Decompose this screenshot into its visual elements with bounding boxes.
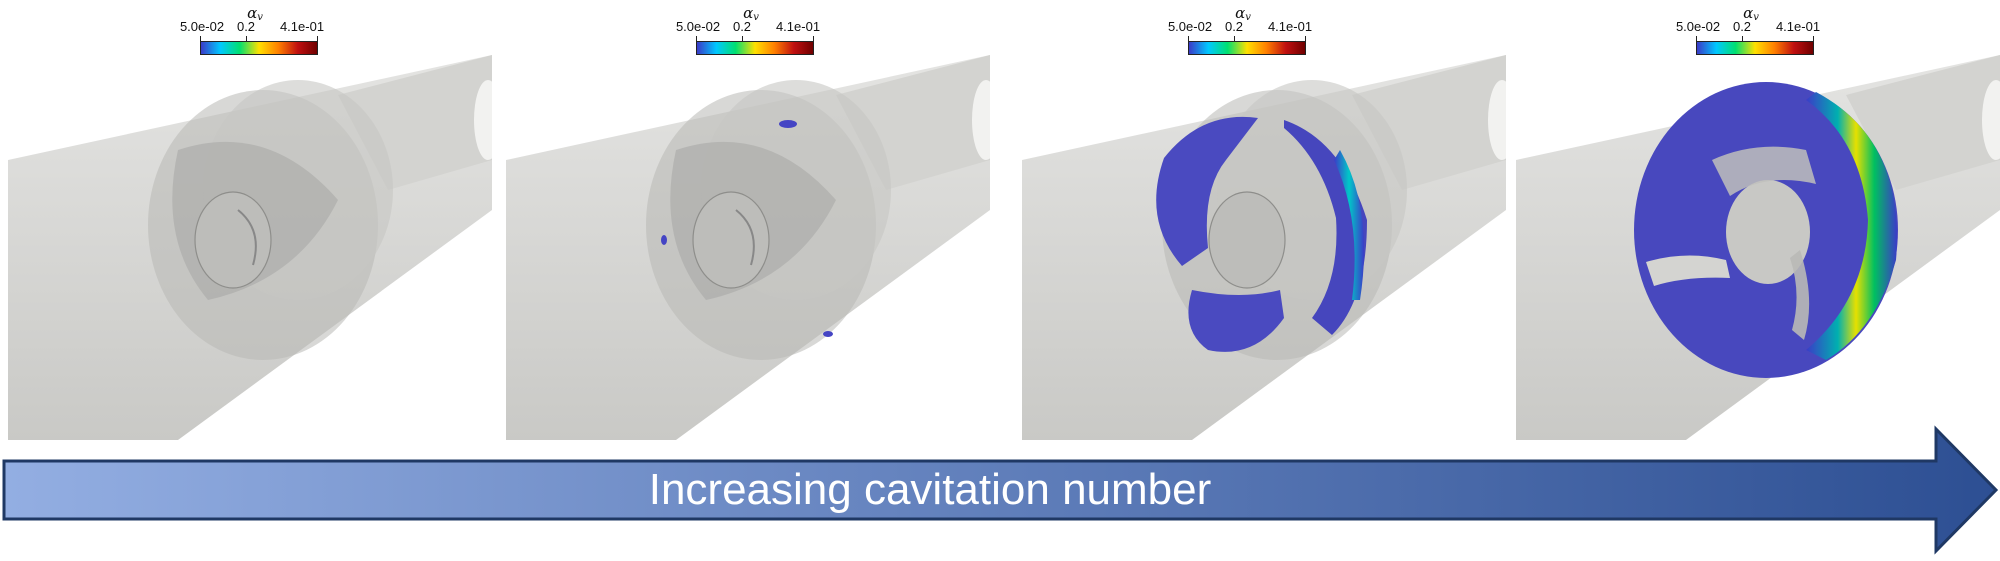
inducer-geometry-render bbox=[1516, 55, 2000, 440]
colorbar-tick-max: 4.1e-01 bbox=[775, 19, 821, 34]
simulation-panel-1: αv 5.0e-02 0.2 4.1e-01 bbox=[8, 0, 492, 440]
arrow-label: Increasing cavitation number bbox=[648, 465, 1212, 514]
colorbar-title: αv bbox=[743, 4, 759, 23]
colorbar-tick-max: 4.1e-01 bbox=[1267, 19, 1313, 34]
colorbar-tick-mid: 0.2 bbox=[732, 19, 752, 34]
vapor-cavities bbox=[1634, 82, 1898, 378]
colorbar-tick-min: 5.0e-02 bbox=[1167, 19, 1213, 34]
colorbar-legend: αv 5.0e-02 0.2 4.1e-01 bbox=[180, 4, 330, 56]
inducer-geometry-render bbox=[8, 55, 492, 440]
colorbar-tick-mid: 0.2 bbox=[1732, 19, 1752, 34]
colorbar-tick-max: 4.1e-01 bbox=[1775, 19, 1821, 34]
colorbar-tick-min: 5.0e-02 bbox=[1675, 19, 1721, 34]
vapor-traces bbox=[661, 120, 833, 337]
colorbar-gradient bbox=[696, 41, 814, 55]
colorbar-tick-mid: 0.2 bbox=[1224, 19, 1244, 34]
colorbar-gradient bbox=[200, 41, 318, 55]
simulation-panel-2: αv 5.0e-02 0.2 4.1e-01 bbox=[506, 0, 990, 440]
colorbar-legend: αv 5.0e-02 0.2 4.1e-01 bbox=[1676, 4, 1826, 56]
colorbar-title: αv bbox=[247, 4, 263, 23]
simulation-panel-3: αv 5.0e-02 0.2 4.1e-01 bbox=[1022, 0, 1506, 440]
inducer-geometry-render bbox=[506, 55, 990, 440]
colorbar-tick-min: 5.0e-02 bbox=[179, 19, 225, 34]
simulation-panel-4: αv 5.0e-02 0.2 4.1e-01 bbox=[1516, 0, 2000, 440]
colorbar-gradient bbox=[1696, 41, 1814, 55]
colorbar-tick-max: 4.1e-01 bbox=[279, 19, 325, 34]
arrow-shape bbox=[2, 425, 1999, 555]
colorbar-legend: αv 5.0e-02 0.2 4.1e-01 bbox=[1168, 4, 1318, 56]
colorbar-tick-min: 5.0e-02 bbox=[675, 19, 721, 34]
cavitation-trend-arrow: Increasing cavitation number bbox=[0, 425, 2000, 556]
colorbar-gradient bbox=[1188, 41, 1306, 55]
colorbar-tick-mid: 0.2 bbox=[236, 19, 256, 34]
inducer-geometry-render bbox=[1022, 55, 1506, 440]
colorbar-title: αv bbox=[1743, 4, 1759, 23]
colorbar-legend: αv 5.0e-02 0.2 4.1e-01 bbox=[676, 4, 826, 56]
vapor-cavities bbox=[1156, 116, 1367, 352]
colorbar-title: αv bbox=[1235, 4, 1251, 23]
